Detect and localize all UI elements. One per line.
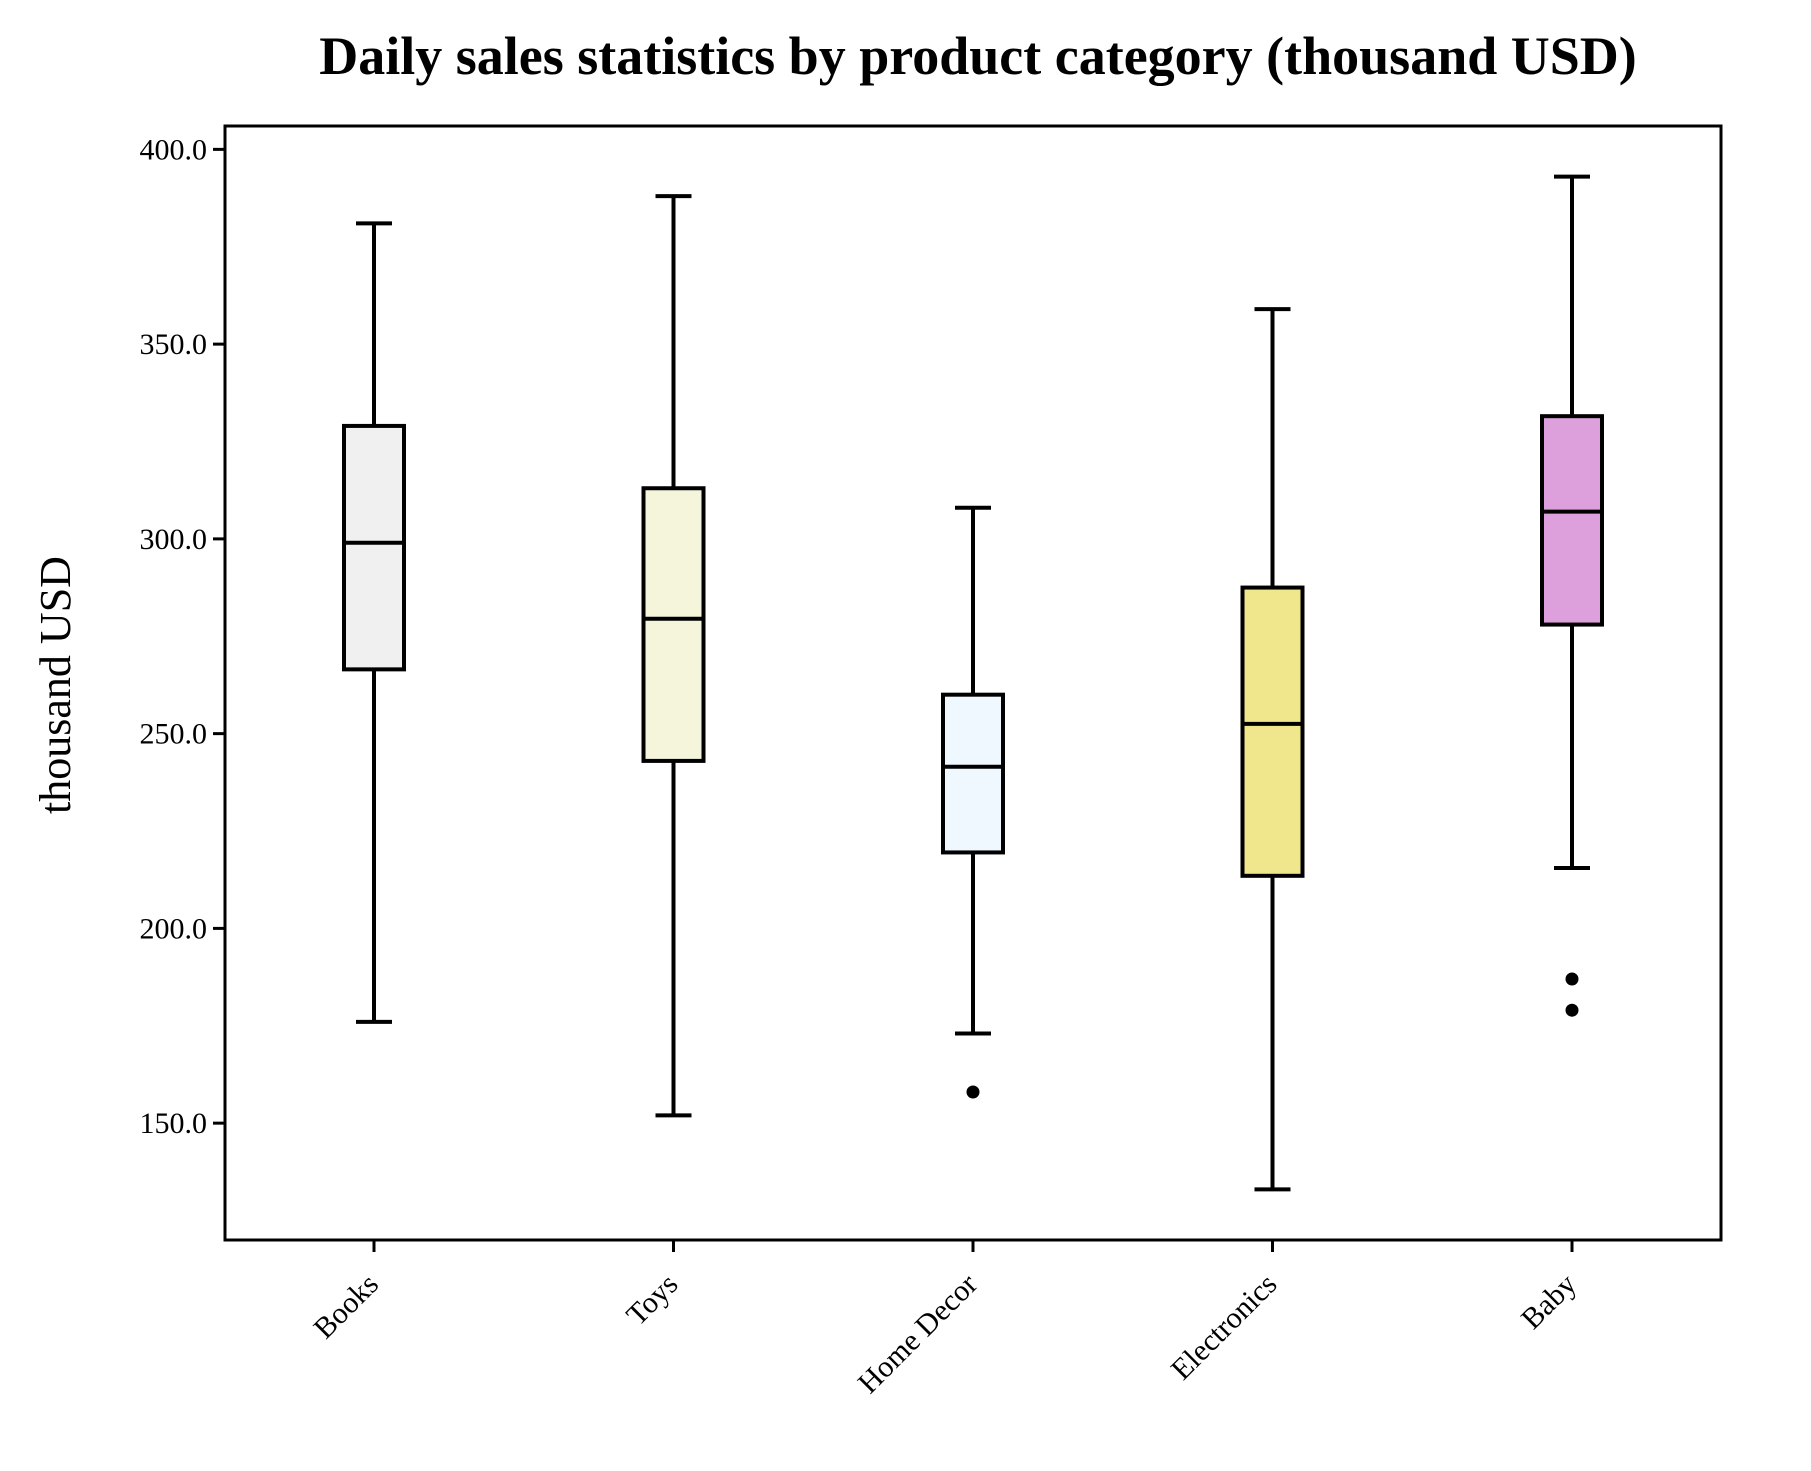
x-tick-label: Books xyxy=(307,1268,385,1346)
y-tick-label: 350.0 xyxy=(140,328,208,361)
plot-frame xyxy=(223,124,1723,1242)
box-electronics xyxy=(1240,585,1305,878)
plot-area: 150.0 200.0 250.0 300.0 350.0 400.0 Books Toys H… xyxy=(140,133,1604,1400)
y-axis-label: thousand USD xyxy=(31,556,80,814)
x-tick-label: Electronics xyxy=(1165,1268,1284,1387)
outlier-point xyxy=(1565,972,1579,986)
y-tick-label: 250.0 xyxy=(140,718,208,751)
box-toys xyxy=(641,486,706,763)
x-tick-label: Home Decor xyxy=(852,1268,984,1400)
y-tick-label: 300.0 xyxy=(140,523,208,556)
x-tick-label: Baby xyxy=(1515,1268,1583,1336)
y-tick-label: 400.0 xyxy=(140,133,208,166)
box-home-decor xyxy=(941,692,1005,855)
y-tick-label: 200.0 xyxy=(140,912,208,945)
box-books xyxy=(342,423,406,672)
outlier-point xyxy=(1565,1003,1579,1017)
chart-title: Daily sales statistics by product catego… xyxy=(319,26,1637,86)
box-baby xyxy=(1540,414,1604,627)
y-tick-label: 150.0 xyxy=(140,1107,208,1140)
outlier-point xyxy=(966,1085,980,1099)
x-tick-label: Toys xyxy=(620,1268,684,1332)
